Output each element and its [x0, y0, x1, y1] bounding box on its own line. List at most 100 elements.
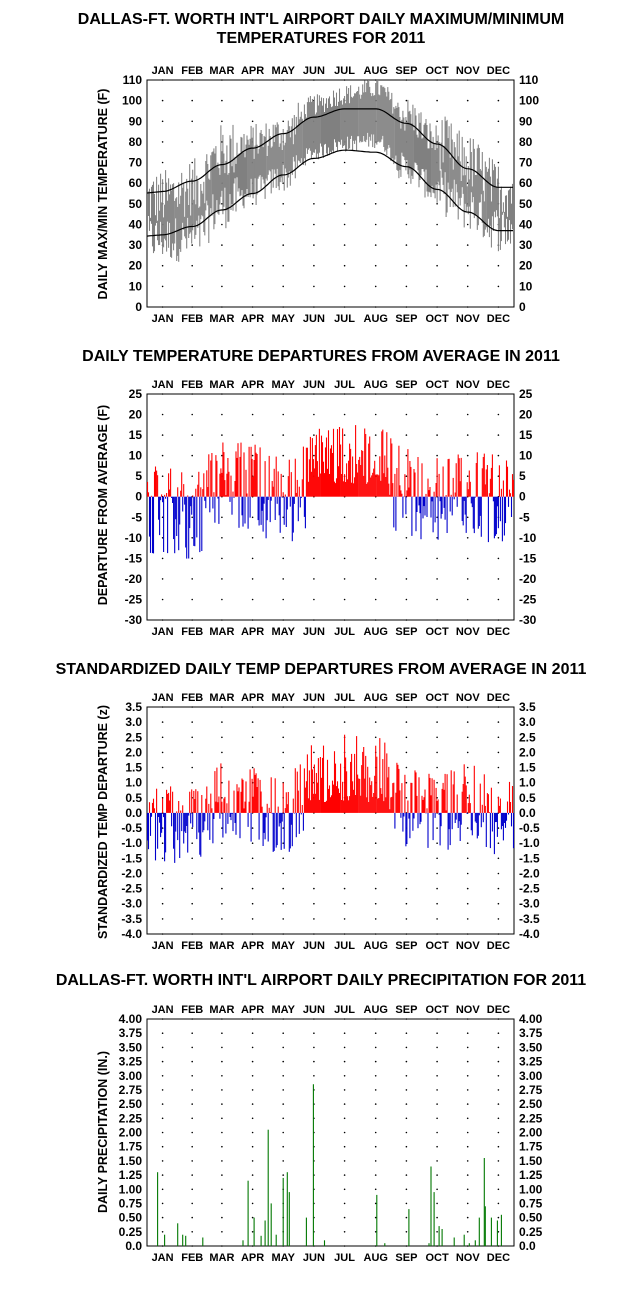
grid-dot [161, 1046, 164, 1049]
grid-dot [374, 285, 377, 288]
grid-dot [497, 537, 500, 539]
grid-dot [282, 1174, 285, 1176]
grid-dot [343, 598, 346, 601]
y-tick-label: -25 [519, 592, 537, 606]
grid-dot [191, 842, 193, 844]
grid-dot [405, 1145, 408, 1148]
grid-dot [221, 751, 223, 754]
grid-dot [343, 182, 346, 184]
x-tick-label: DEC [487, 692, 510, 704]
grid-dot [405, 537, 408, 539]
grid-dot [466, 578, 469, 580]
x-tick-label: APR [241, 692, 264, 704]
grid-dot [497, 781, 500, 784]
grid-dot [221, 827, 223, 829]
y-tick-label: 50 [519, 197, 533, 211]
y-tick-label: 60 [519, 176, 533, 190]
grid-dot [374, 578, 377, 580]
grid-dot [221, 203, 223, 205]
grid-dot [191, 857, 193, 860]
grid-dot [282, 1046, 285, 1049]
grid-dot [466, 902, 469, 905]
grid-dot [161, 99, 164, 102]
y-tick-label: 3.5 [519, 700, 536, 714]
grid-dot [497, 1216, 500, 1219]
grid-dot [405, 203, 408, 205]
grid-dot [251, 1075, 254, 1077]
grid-dot [436, 721, 438, 723]
grid-dot [221, 1216, 223, 1219]
grid-dot [405, 1032, 408, 1034]
grid-dot [436, 766, 438, 769]
grid-dot [161, 797, 164, 799]
x-tick-label: AUG [364, 940, 388, 952]
grid-dot [313, 516, 315, 519]
x-tick-label: OCT [425, 65, 449, 77]
grid-dot [405, 1117, 408, 1120]
x-tick-label: FEB [181, 65, 203, 77]
grid-dot [221, 1032, 223, 1034]
grid-dot [374, 1117, 377, 1120]
grid-dot [282, 182, 285, 184]
grid-dot [374, 434, 377, 436]
grid-dot [374, 598, 377, 601]
grid-dot [343, 857, 346, 860]
grid-dot [466, 161, 469, 164]
grid-dot [251, 872, 254, 875]
x-tick-label: FEB [181, 379, 203, 391]
grid-dot [282, 721, 285, 723]
grid-dot [466, 1231, 469, 1233]
x-tick-label: JUL [334, 692, 355, 704]
y-tick-label: 5 [519, 469, 526, 483]
y-tick-label: 2.50 [519, 1097, 543, 1111]
grid-dot [343, 161, 346, 164]
x-tick-label: JUN [303, 65, 325, 77]
grid-dot [466, 120, 469, 123]
y-tick-label: 2.5 [125, 730, 142, 744]
grid-dot [405, 887, 408, 890]
grid-dot [161, 557, 164, 560]
grid-dot [497, 902, 500, 905]
grid-dot [191, 1188, 193, 1191]
grid-dot [497, 887, 500, 890]
grid-dot [405, 223, 408, 226]
x-tick-label: DEC [487, 65, 510, 77]
grid-dot [436, 244, 438, 246]
x-tick-label: JAN [152, 379, 174, 391]
y-tick-label: 2.75 [519, 1083, 543, 1097]
plot-frame [146, 1018, 515, 1247]
grid-dot [405, 902, 408, 905]
grid-dot [343, 557, 346, 560]
grid-dot [497, 285, 500, 288]
grid-dot [313, 454, 315, 457]
grid-dot [466, 475, 469, 478]
grid-dot [282, 1131, 285, 1134]
grid-dot [221, 1046, 223, 1049]
grid-dot [405, 1131, 408, 1134]
precip-bars [157, 1084, 502, 1246]
grid-dot [436, 203, 438, 205]
grid-dot [221, 1231, 223, 1233]
grid-dot [405, 413, 408, 416]
grid-dot [221, 797, 223, 799]
grid-dot [282, 842, 285, 844]
x-tick-label: DEC [487, 1004, 510, 1016]
grid-dot [282, 285, 285, 288]
y-tick-label: 70 [519, 156, 533, 170]
grid-dot [374, 223, 377, 226]
x-tick-label: MAY [272, 692, 296, 704]
grid-dot [343, 842, 346, 844]
x-tick-label: JUN [303, 692, 325, 704]
grid-dot [161, 1131, 164, 1134]
grid-dot [313, 721, 315, 723]
y-tick-label: 2.25 [119, 1111, 143, 1125]
grid-dot [436, 1231, 438, 1233]
grid-dot [161, 1216, 164, 1219]
grid-dot [282, 1103, 285, 1105]
grid-dot [161, 120, 164, 123]
y-tick-label: -4.0 [121, 927, 142, 941]
y-tick-label: -30 [519, 613, 537, 627]
x-tick-label: DEC [487, 379, 510, 391]
grid-dot [313, 244, 315, 246]
